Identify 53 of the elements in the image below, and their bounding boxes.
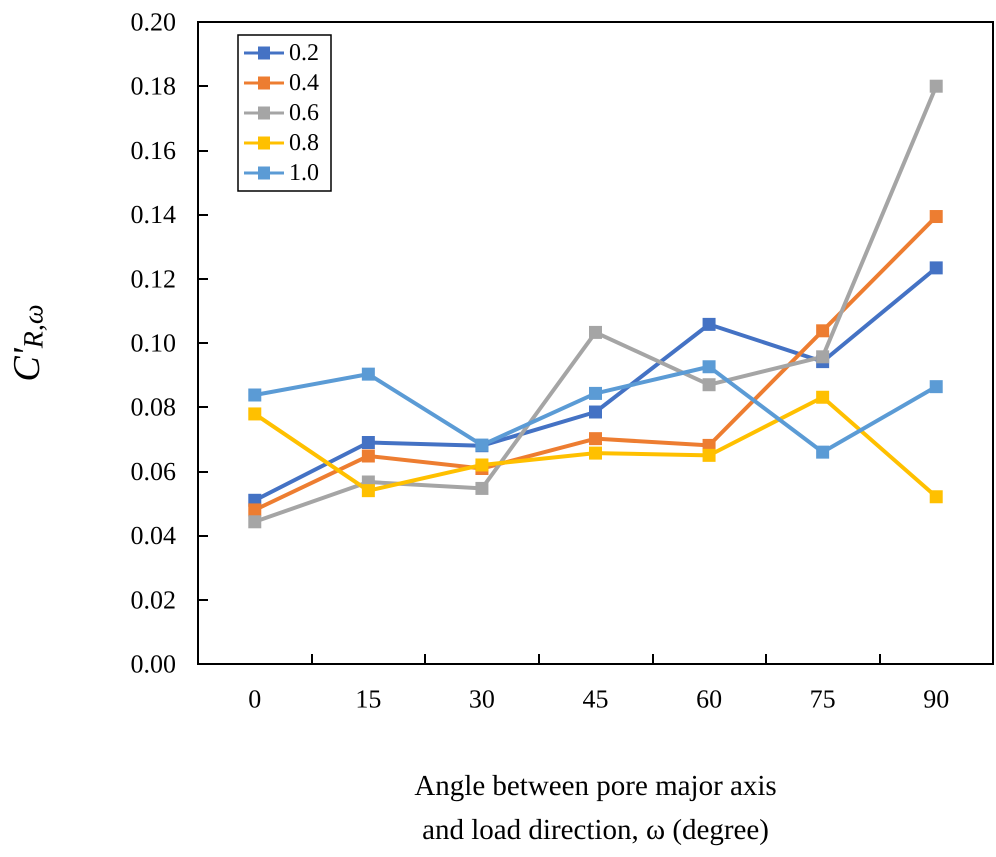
point bbox=[816, 390, 830, 404]
x-tick-label: 15 bbox=[355, 684, 382, 714]
point bbox=[816, 350, 830, 364]
x-tick-label: 45 bbox=[582, 684, 608, 714]
y-tick-label: 0.08 bbox=[130, 392, 176, 422]
point bbox=[702, 318, 716, 331]
y-tick-label: 0.04 bbox=[130, 521, 176, 550]
point bbox=[930, 261, 943, 274]
point bbox=[248, 515, 262, 528]
point bbox=[248, 407, 262, 420]
x-tick-label: 90 bbox=[923, 684, 950, 714]
y-tick-label: 0.14 bbox=[130, 200, 176, 230]
point bbox=[816, 446, 830, 459]
point bbox=[930, 80, 943, 93]
point bbox=[702, 378, 716, 392]
point bbox=[475, 458, 488, 472]
point bbox=[930, 380, 943, 394]
point bbox=[930, 210, 943, 224]
x-tick-label: 75 bbox=[810, 684, 836, 714]
point bbox=[362, 449, 375, 462]
x-tick-label: 30 bbox=[468, 684, 495, 714]
y-tick-label: 0.20 bbox=[130, 8, 176, 36]
point bbox=[589, 406, 602, 419]
y-tick-label: 0.02 bbox=[130, 585, 176, 614]
point bbox=[589, 386, 602, 400]
point bbox=[702, 448, 716, 462]
point bbox=[589, 432, 602, 446]
point bbox=[248, 388, 262, 402]
legend-label: 0.2 bbox=[289, 40, 319, 66]
y-tick-label: 0.06 bbox=[130, 456, 176, 486]
y-tick-label: 0.16 bbox=[130, 136, 176, 165]
x-tick-label: 60 bbox=[696, 684, 722, 714]
legend-label: 0.6 bbox=[289, 100, 319, 126]
y-tick-label: 0.12 bbox=[130, 264, 176, 294]
y-tick-label: 0.00 bbox=[130, 650, 176, 678]
legend-label: 1.0 bbox=[289, 160, 319, 186]
point bbox=[475, 482, 488, 495]
point bbox=[589, 446, 602, 460]
point bbox=[248, 503, 262, 516]
y-axis-title: C'R,ω bbox=[6, 304, 50, 382]
point bbox=[589, 326, 602, 339]
legend-label: 0.4 bbox=[289, 70, 319, 96]
point bbox=[702, 360, 716, 374]
x-axis-title: Angle between pore major axis and load direction, ω (degree) bbox=[414, 770, 777, 846]
point bbox=[362, 436, 375, 450]
point bbox=[362, 368, 375, 381]
legend-label: 0.8 bbox=[289, 130, 319, 156]
x-tick-label: 0 bbox=[248, 684, 262, 714]
y-tick-label: 0.10 bbox=[130, 328, 176, 358]
point bbox=[816, 324, 830, 338]
y-tick-label: 0.18 bbox=[130, 72, 176, 101]
point bbox=[930, 490, 943, 504]
point bbox=[362, 484, 375, 498]
